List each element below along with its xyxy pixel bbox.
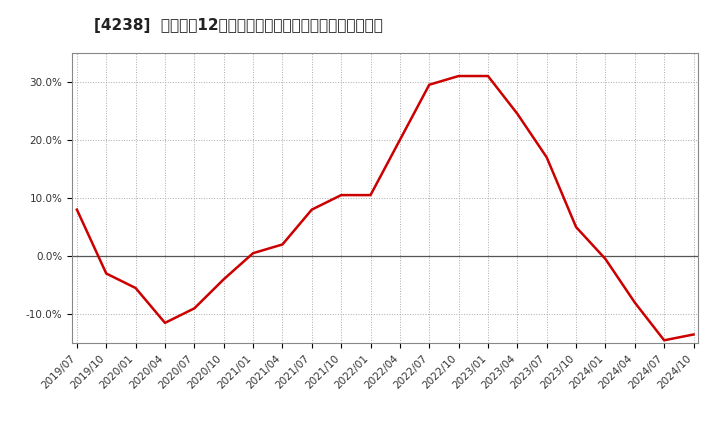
Text: [4238]  売上高の12か月移動合計の対前年同期増減率の推移: [4238] 売上高の12か月移動合計の対前年同期増減率の推移 [94,18,382,33]
